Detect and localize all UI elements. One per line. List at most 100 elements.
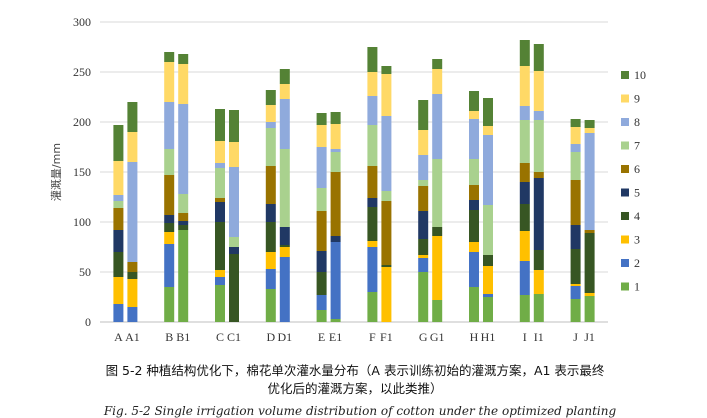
bar-F1-s8	[381, 116, 392, 191]
legend-swatch-8	[621, 118, 629, 126]
bar-F-s3	[367, 241, 378, 247]
bar-D1-s9	[279, 84, 290, 99]
bar-G-s6	[418, 186, 429, 211]
bar-A-s9	[113, 161, 124, 195]
bar-J-s7	[570, 152, 581, 180]
x-tick-label: I1	[534, 330, 544, 344]
bar-I1-s7	[533, 120, 544, 172]
bar-B-s9	[164, 62, 175, 102]
bar-A1-s8	[127, 162, 138, 262]
bar-D-s8	[265, 122, 276, 128]
bar-H1-s1	[483, 297, 493, 322]
legend-label-1: 1	[634, 280, 640, 294]
bar-F-s9	[367, 72, 378, 96]
bar-J-s4	[570, 249, 581, 284]
x-tick-label: D	[266, 330, 275, 344]
legend-swatch-3	[621, 235, 629, 244]
bar-E-s4	[316, 272, 327, 295]
y-tick-label: 250	[73, 65, 91, 79]
bar-G1-s9	[432, 69, 443, 94]
legend-label-7: 7	[634, 139, 640, 153]
bar-F-s8	[367, 96, 378, 125]
bar-I1-s9	[533, 71, 544, 111]
bar-I-s6	[519, 163, 530, 182]
bar-D-s4	[265, 222, 276, 252]
bar-D-s1	[265, 289, 276, 322]
bar-A-s5	[113, 230, 124, 252]
bar-D1-s5	[279, 227, 290, 245]
bar-B-s8	[164, 102, 175, 149]
bar-H1-s2	[483, 294, 493, 297]
bar-C-s7	[215, 168, 225, 198]
bar-A1-s4	[127, 272, 138, 279]
bar-B1-s1	[178, 230, 189, 322]
legend-label-5: 5	[634, 186, 640, 200]
x-tick-label: B1	[176, 330, 190, 344]
bar-B-s7	[164, 149, 175, 175]
bar-J1-s10	[584, 120, 595, 128]
bar-J-s6	[570, 180, 581, 225]
bar-I-s5	[519, 182, 530, 204]
caption-line-1: 图 5-2 种植结构优化下，棉花单次灌水量分布（A 表示训练初始的灌溉方案，A1…	[105, 363, 605, 378]
figure-caption: 图 5-2 种植结构优化下，棉花单次灌水量分布（A 表示训练初始的灌溉方案，A1…	[40, 362, 670, 398]
bar-A1-s9	[127, 132, 138, 162]
bar-D1-s4	[279, 245, 290, 247]
bar-H1-s3	[483, 266, 493, 294]
bar-H1-s9	[483, 126, 493, 135]
bar-H-s7	[469, 159, 479, 185]
bar-J-s10	[570, 119, 581, 127]
bar-F1-s9	[381, 74, 392, 116]
bar-I-s10	[519, 40, 530, 66]
bar-E1-s9	[330, 124, 341, 149]
bar-A-s8	[113, 195, 124, 201]
y-axis-label: 灌溉量/mm	[50, 143, 63, 201]
bar-G-s5	[418, 211, 429, 239]
bar-C1-s4	[229, 254, 239, 322]
bar-J-s9	[570, 127, 581, 144]
bar-B1-s6	[178, 213, 189, 221]
legend-label-2: 2	[634, 256, 640, 270]
bar-A-s4	[113, 252, 124, 277]
bar-B-s4	[164, 223, 175, 232]
bars	[113, 40, 595, 322]
bar-H-s5	[469, 200, 479, 210]
x-tick-label: F1	[380, 330, 393, 344]
bar-C-s8	[215, 163, 225, 168]
bar-G-s3	[418, 255, 429, 258]
legend-swatch-10	[621, 71, 629, 79]
bar-D-s7	[265, 128, 276, 166]
bar-D1-s2	[279, 257, 290, 322]
x-tick-label: A	[114, 330, 123, 344]
bar-G-s9	[418, 130, 429, 155]
bar-J-s5	[570, 225, 581, 249]
legend-label-6: 6	[634, 162, 640, 176]
x-tick-label: J	[573, 330, 578, 344]
bar-B-s3	[164, 232, 175, 244]
bar-I-s9	[519, 66, 530, 106]
bar-B1-s5	[178, 221, 189, 225]
gridlines	[100, 21, 608, 323]
bar-J1-s3	[584, 293, 595, 296]
bar-I1-s1	[533, 294, 544, 322]
bar-G-s8	[418, 155, 429, 180]
y-axis-ticks: 0 50 100 150 200 250 300	[73, 15, 91, 329]
bar-J1-s8	[584, 133, 595, 230]
legend-label-4: 4	[634, 209, 640, 223]
bar-E1-s10	[330, 112, 341, 124]
bar-G1-s7	[432, 159, 443, 227]
bar-J1-s1	[584, 296, 595, 322]
x-tick-label: A1	[125, 330, 140, 344]
x-tick-label: C	[216, 330, 224, 344]
x-tick-label: H	[470, 330, 479, 344]
bar-F-s10	[367, 47, 378, 72]
bar-A1-s3	[127, 279, 138, 307]
bar-F-s7	[367, 125, 378, 166]
legend-swatch-9	[621, 94, 629, 103]
y-tick-label: 200	[73, 115, 91, 129]
bar-I-s3	[519, 231, 530, 261]
bar-D-s5	[265, 204, 276, 222]
bar-E-s5	[316, 251, 327, 272]
bar-J1-s4	[584, 233, 595, 293]
bar-B-s6	[164, 175, 175, 215]
bar-I-s4	[519, 204, 530, 231]
